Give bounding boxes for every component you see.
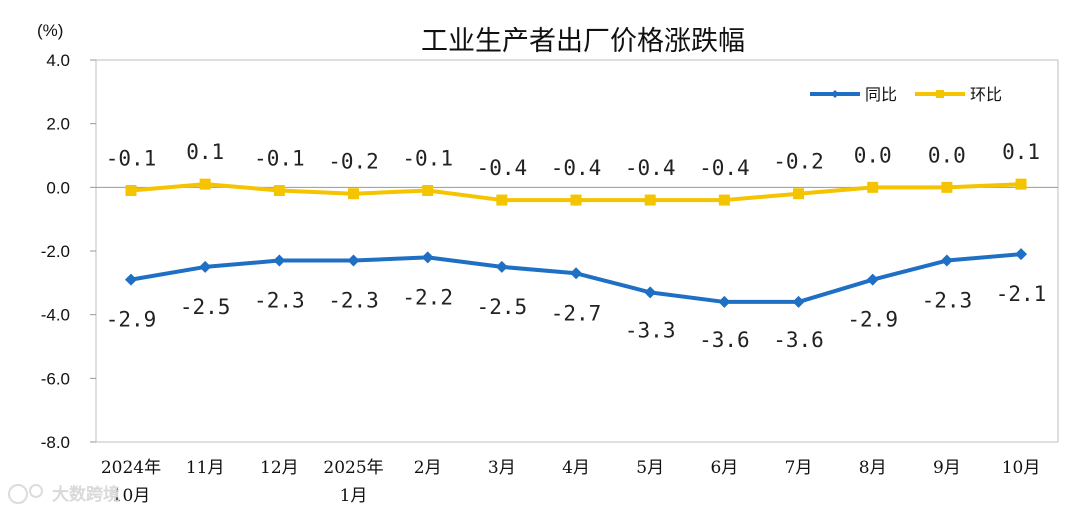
y-tick-label: 0.0 [46,178,70,197]
data-point-square [867,181,879,193]
data-point-diamond [1015,248,1028,261]
data-point-square [793,188,805,200]
data-point-diamond [421,251,434,264]
data-point-square [273,185,285,197]
data-label: -0.2 [773,150,824,174]
data-point-square [941,181,953,193]
data-label: -3.6 [773,328,824,352]
plot-area-border [95,59,1059,443]
y-tick-label: -2.0 [41,242,70,261]
watermark-logo-icon-2 [29,484,43,498]
data-label: 0.1 [186,140,224,164]
x-tick-label: 4月 [562,458,590,478]
data-label: -2.1 [996,282,1047,306]
data-point-square [1015,178,1027,190]
data-point-diamond [570,267,583,280]
legend-marker-diamond [831,90,839,98]
data-point-diamond [718,295,731,308]
data-point-diamond [495,260,508,273]
data-label: 0.0 [928,143,966,167]
data-point-diamond [792,295,805,308]
watermark: 大数跨境 [8,484,120,505]
y-tick-label: 4.0 [46,51,70,70]
y-tick-label: -4.0 [41,306,70,325]
data-point-diamond [644,286,657,299]
data-label: -0.2 [328,150,379,174]
data-point-square [496,194,508,206]
data-label: -0.4 [551,156,602,180]
x-tick-label: 3月 [488,458,516,478]
watermark-logo-icon [8,484,28,504]
data-label: -3.3 [625,318,676,342]
x-tick-label: 2024年 [101,458,161,478]
data-label: -0.1 [402,147,453,171]
data-label: -0.4 [625,156,676,180]
x-tick-label: 8月 [859,458,887,478]
x-axis: 2024年 10月 11月 12月 2025年 1月 2月 3月 4月 5月 6月 7月 8月 9月 10月 [101,458,1040,506]
data-label: 0.0 [854,143,892,167]
data-label: -3.6 [699,328,750,352]
data-label: -2.9 [106,308,157,332]
x-tick-label: 6月 [710,458,738,478]
data-point-diamond [273,254,286,267]
data-point-diamond [347,254,360,267]
x-tick-label: 12月 [260,458,299,478]
chart-title: 工业生产者出厂价格涨跌幅 [421,26,745,57]
data-point-square [348,188,360,200]
data-point-square [125,185,137,197]
data-label: 0.1 [1002,140,1040,164]
x-tick-label: 10月 [112,486,151,506]
data-point-square [199,178,211,190]
data-point-diamond [125,273,137,286]
data-label: -0.4 [699,156,750,180]
y-tick-label: -6.0 [41,369,70,388]
legend: 同比 环比 [810,85,1002,104]
data-point-square [718,194,730,206]
data-label: -2.9 [847,308,898,332]
y-tick-label: 2.0 [46,115,70,134]
y-axis: 4.0 2.0 0.0 -2.0 -4.0 -6.0 -8.0 [41,51,96,452]
legend-marker-square [936,90,944,98]
x-tick-label: 10月 [1002,458,1041,478]
data-label: -2.5 [477,295,528,319]
data-label: -2.3 [254,289,305,313]
series-markers [125,178,1028,308]
x-tick-label: 9月 [933,458,961,478]
data-label: -0.1 [106,147,157,171]
data-label: -2.3 [922,289,973,313]
x-tick-label: 2025年 [323,458,383,478]
data-point-diamond [866,273,879,286]
data-label: -2.2 [402,285,453,309]
legend-label: 同比 [865,85,897,104]
x-tick-label: 2月 [414,458,442,478]
data-labels: -2.9 -2.5 -2.3 -2.3 -2.2 -2.5 -2.7 -3.3 -3.6 -3.6… [106,140,1047,352]
y-unit-label: (%) [37,21,63,40]
data-label: -2.7 [551,301,602,325]
watermark-text: 大数跨境 [52,484,120,505]
data-label: -0.4 [477,156,528,180]
x-tick-label: 1月 [340,486,368,506]
data-label: -0.1 [254,147,305,171]
x-tick-label: 11月 [186,458,225,478]
data-point-square [422,185,434,197]
data-point-diamond [940,254,953,267]
data-point-square [570,194,582,206]
x-tick-label: 7月 [785,458,813,478]
y-tick-label: -8.0 [41,433,70,452]
data-point-diamond [199,260,212,273]
data-point-square [644,194,656,206]
legend-label: 环比 [970,85,1002,104]
data-label: -2.3 [328,289,379,313]
data-label: -2.5 [180,295,231,319]
x-tick-label: 5月 [636,458,664,478]
